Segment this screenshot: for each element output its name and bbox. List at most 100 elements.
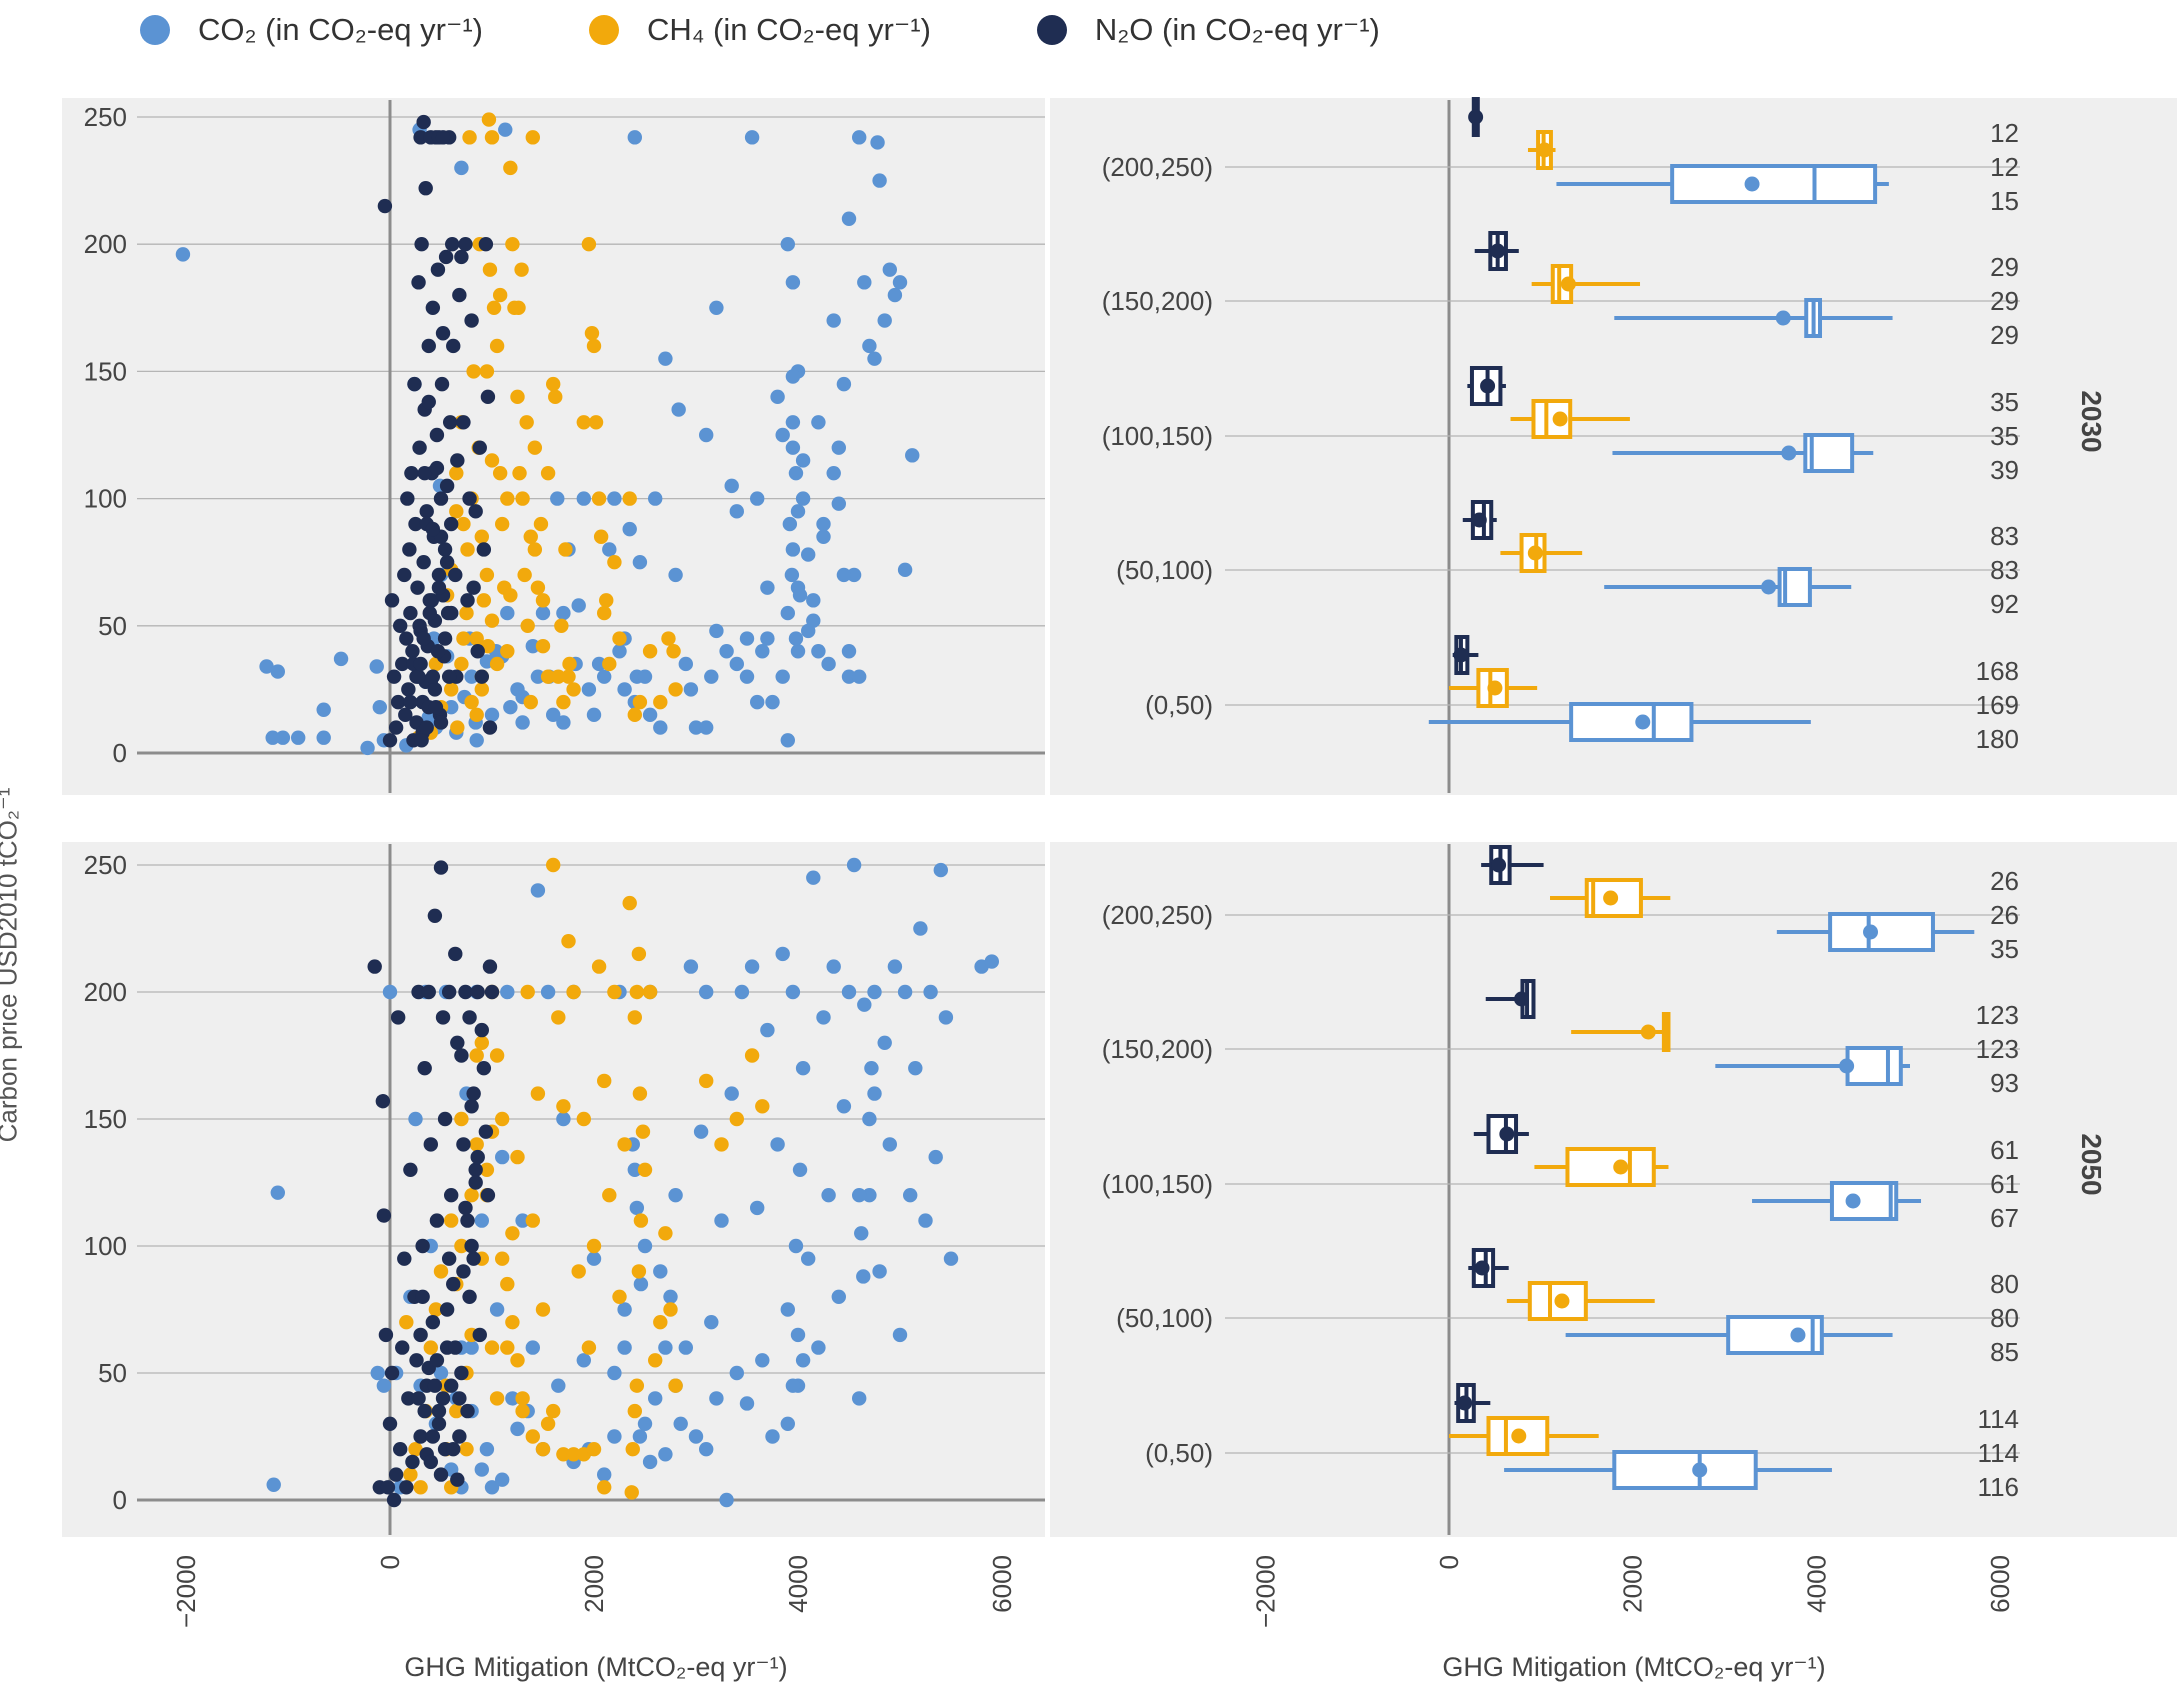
data-point: [882, 1137, 897, 1152]
data-point: [540, 669, 556, 684]
data-point: [481, 112, 497, 127]
data-point: [397, 567, 412, 583]
data-point: [760, 580, 775, 595]
data-point: [831, 496, 846, 511]
data-point: [566, 984, 581, 1000]
data-point: [790, 644, 806, 659]
data-point: [852, 1391, 867, 1406]
data-point: [384, 593, 400, 608]
mean-marker: [1761, 579, 1777, 595]
data-point: [658, 1340, 673, 1355]
data-point: [784, 567, 800, 583]
data-point: [631, 1264, 647, 1279]
data-point: [530, 669, 546, 684]
data-point: [775, 427, 790, 443]
data-point: [632, 1429, 648, 1444]
category-label: (50,100): [1116, 1303, 1213, 1333]
data-point: [464, 694, 479, 710]
data-point: [444, 682, 459, 697]
data-point: [411, 1391, 426, 1406]
sample-count-label: 168: [1976, 656, 2019, 686]
data-point: [460, 542, 475, 557]
x-tick-label-left: 6000: [987, 1555, 1017, 1613]
data-point: [724, 1086, 739, 1101]
iqr-box: [1612, 1450, 1758, 1490]
mean-marker: [1640, 1024, 1656, 1040]
data-point: [821, 656, 836, 672]
data-point: [765, 694, 780, 710]
data-point: [421, 394, 436, 410]
data-point: [445, 237, 460, 252]
legend-item-co2: CO₂ (in CO₂-eq yr⁻¹): [140, 12, 483, 48]
data-point: [724, 478, 739, 494]
data-point: [566, 1447, 581, 1462]
data-point: [486, 300, 502, 315]
data-point: [395, 656, 410, 672]
data-point: [627, 130, 642, 145]
data-point: [872, 173, 887, 188]
data-point: [744, 959, 760, 974]
data-point: [535, 638, 551, 654]
data-point: [458, 1200, 473, 1216]
data-point: [456, 1137, 471, 1152]
mean-marker: [1527, 545, 1543, 561]
data-point: [468, 504, 483, 519]
data-point: [380, 1480, 396, 1495]
data-point: [836, 567, 852, 583]
sample-count-label: 29: [1990, 286, 2019, 316]
boxplot-panel-2030: (200,250) (150,200) (100,150) (50,100) (0,50…: [1050, 97, 2177, 795]
data-point: [729, 1365, 744, 1381]
data-point: [484, 130, 500, 145]
data-point: [586, 1442, 602, 1457]
data-point: [456, 631, 471, 646]
data-point: [403, 605, 418, 621]
data-point: [478, 1124, 494, 1139]
data-point: [576, 1353, 591, 1368]
data-point: [399, 1315, 414, 1330]
data-point: [454, 1365, 469, 1381]
data-point: [887, 287, 903, 303]
data-point: [425, 300, 441, 315]
data-point: [785, 415, 801, 430]
data-point: [478, 237, 494, 252]
data-point: [444, 1378, 459, 1393]
data-point: [905, 448, 920, 463]
data-point: [411, 669, 426, 684]
data-point: [515, 1391, 530, 1406]
iqr-box: [1829, 1181, 1899, 1221]
data-point: [586, 1251, 602, 1266]
data-point: [629, 984, 645, 1000]
data-point: [435, 326, 451, 341]
data-point: [678, 656, 693, 672]
data-point: [857, 997, 872, 1012]
data-point: [393, 1442, 408, 1457]
data-point: [597, 669, 612, 684]
data-point: [760, 631, 775, 646]
data-point: [668, 1188, 683, 1203]
data-point: [419, 504, 434, 519]
data-point: [597, 605, 612, 621]
data-point: [482, 720, 498, 735]
data-point: [511, 300, 526, 315]
data-point: [852, 1188, 867, 1203]
data-point: [788, 1238, 804, 1254]
data-point: [576, 415, 591, 430]
data-point: [437, 542, 453, 557]
data-point: [918, 1213, 933, 1228]
category-label: (0,50): [1145, 690, 1213, 720]
scatter-panel-2030: 0 50 100 150 200 250: [62, 98, 1045, 795]
y-tick-label: 250: [84, 102, 127, 132]
iqr-box: [1845, 1046, 1903, 1086]
mean-marker: [1613, 1159, 1629, 1175]
data-point: [382, 984, 398, 1000]
data-point: [599, 593, 614, 608]
data-point: [405, 1454, 420, 1470]
x-tick-label-left: 4000: [783, 1555, 813, 1613]
data-point: [755, 644, 770, 659]
data-point: [397, 1251, 412, 1266]
category-label: (50,100): [1116, 555, 1213, 585]
data-point: [413, 656, 428, 672]
sample-count-label: 35: [1990, 421, 2019, 451]
data-point: [788, 631, 804, 646]
data-point: [586, 707, 602, 723]
